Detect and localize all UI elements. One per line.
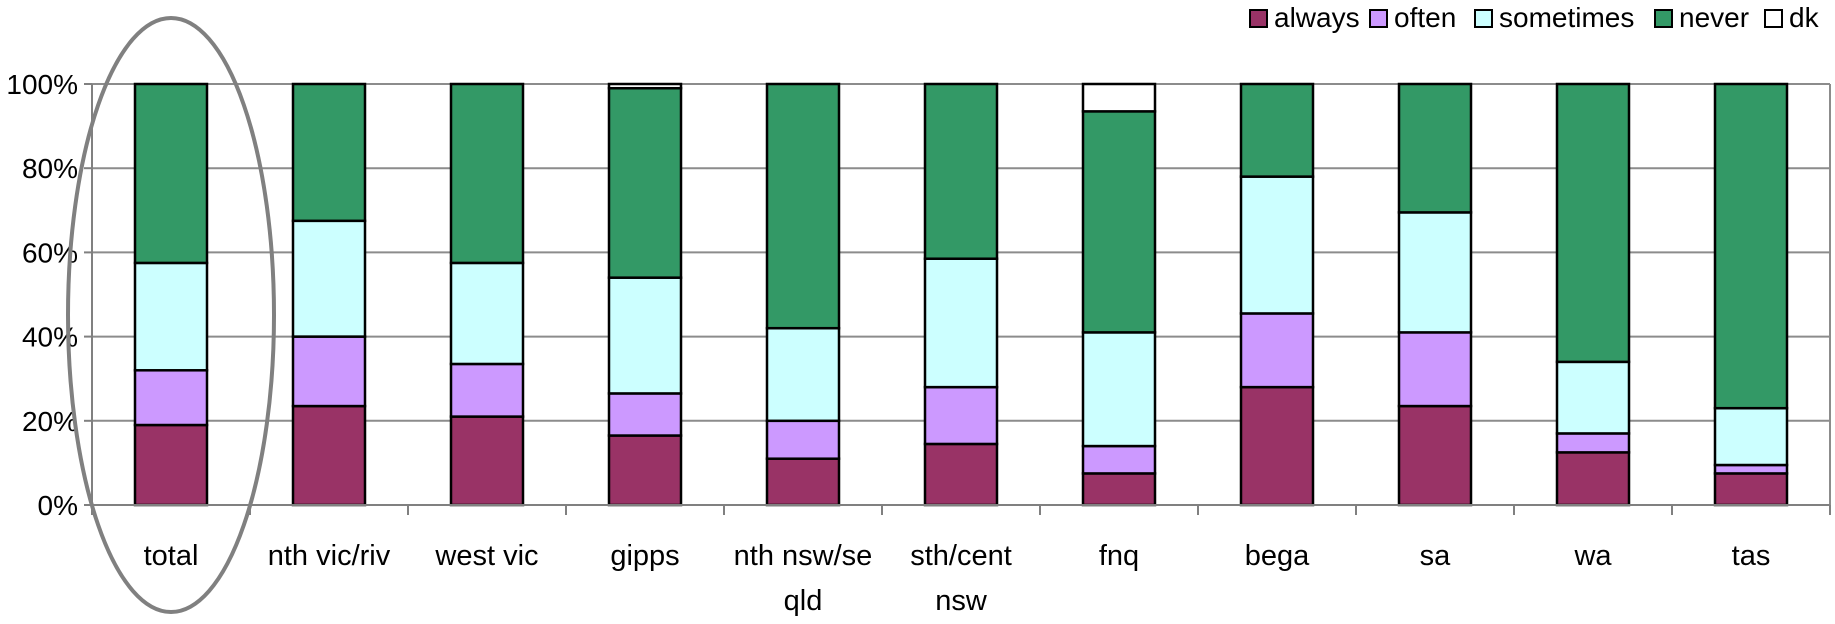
x-tick-label: nth vic/riv bbox=[268, 540, 391, 572]
bar-segment-often bbox=[449, 362, 525, 418]
bar-segment-always bbox=[607, 434, 683, 507]
bar-segment-sometimes bbox=[133, 261, 209, 372]
x-tick-label: tas bbox=[1732, 540, 1771, 572]
bar-segment-always bbox=[449, 415, 525, 507]
bar-segment-often bbox=[1713, 463, 1789, 475]
bar-segment-sometimes bbox=[449, 261, 525, 366]
bar-segment-sometimes bbox=[1397, 211, 1473, 334]
bar-segment-often bbox=[133, 369, 209, 427]
bar-segment-often bbox=[291, 335, 367, 408]
annotations bbox=[66, 16, 276, 614]
bar-segment-sometimes bbox=[607, 276, 683, 395]
bar-segment-never bbox=[607, 86, 683, 279]
x-tick-label: qld bbox=[784, 585, 823, 617]
bar-segment-often bbox=[923, 385, 999, 446]
x-tick-labels: total nth vic/riv west vic gipps nth nsw/se q… bbox=[144, 540, 1771, 617]
x-tick-label: sa bbox=[1420, 540, 1452, 572]
legend-swatch-never bbox=[1654, 9, 1673, 28]
legend-label-never: never bbox=[1679, 2, 1749, 33]
bar-segment-dk bbox=[607, 82, 683, 90]
bar-segment-sometimes bbox=[1239, 175, 1315, 315]
x-tick-label: gipps bbox=[610, 540, 679, 572]
bar-segment-often bbox=[765, 419, 841, 460]
bars bbox=[133, 82, 1789, 507]
bar-segment-always bbox=[1081, 472, 1157, 507]
bar-segment-always bbox=[923, 442, 999, 507]
highlight-ellipse bbox=[66, 16, 276, 614]
y-tick-label: 20% bbox=[22, 406, 78, 437]
bar-segment-always bbox=[1397, 404, 1473, 507]
bar-segment-often bbox=[1081, 444, 1157, 475]
legend-label-sometimes: sometimes bbox=[1499, 2, 1634, 33]
legend-swatch-dk bbox=[1764, 9, 1783, 28]
x-tick-label: sth/cent bbox=[910, 540, 1012, 572]
bar-segment-sometimes bbox=[923, 257, 999, 389]
bar-segment-sometimes bbox=[291, 219, 367, 338]
bar-segment-sometimes bbox=[1081, 331, 1157, 448]
bar-segment-often bbox=[1555, 432, 1631, 454]
x-tick-label: nth nsw/se bbox=[734, 540, 873, 572]
bar-segment-always bbox=[291, 404, 367, 507]
y-tick-label: 80% bbox=[22, 153, 78, 184]
bar-segment-never bbox=[1081, 110, 1157, 334]
legend-label-always: always bbox=[1274, 2, 1360, 33]
bar-segment-always bbox=[765, 457, 841, 507]
x-tick-label: bega bbox=[1245, 540, 1310, 572]
y-tick-label: 100% bbox=[6, 69, 78, 100]
bar-segment-always bbox=[1713, 472, 1789, 507]
legend-swatch-always bbox=[1249, 9, 1268, 28]
legend-swatch-sometimes bbox=[1474, 9, 1493, 28]
bar-segment-never bbox=[1555, 82, 1631, 364]
bar-segment-never bbox=[1713, 82, 1789, 410]
y-tick-label: 0% bbox=[38, 490, 78, 521]
x-tick-label: west vic bbox=[434, 540, 538, 572]
x-tick-label: nsw bbox=[935, 585, 988, 617]
legend-label-often: often bbox=[1394, 2, 1456, 33]
bar-segment-dk bbox=[1081, 82, 1157, 113]
bar-segment-never bbox=[765, 82, 841, 330]
x-tick-label: fnq bbox=[1099, 540, 1139, 572]
legend-swatch-often bbox=[1369, 9, 1388, 28]
bar-segment-never bbox=[291, 82, 367, 223]
bar-segment-often bbox=[607, 392, 683, 437]
bar-segment-never bbox=[449, 82, 525, 265]
bar-segment-never bbox=[923, 82, 999, 260]
bar-segment-sometimes bbox=[765, 326, 841, 423]
bar-segment-never bbox=[133, 82, 209, 265]
bar-segment-sometimes bbox=[1555, 360, 1631, 435]
bar-segment-often bbox=[1397, 331, 1473, 408]
legend-label-dk: dk bbox=[1789, 2, 1820, 33]
bar-segment-always bbox=[133, 423, 209, 507]
bar-segment-sometimes bbox=[1713, 406, 1789, 467]
x-tick-label: total bbox=[144, 540, 199, 572]
bar-segment-always bbox=[1555, 451, 1631, 507]
legend: always often sometimes never dk bbox=[1249, 2, 1820, 33]
bar-segment-never bbox=[1239, 82, 1315, 178]
x-tick-label: wa bbox=[1573, 540, 1612, 572]
bar-segment-always bbox=[1239, 385, 1315, 507]
bar-segment-never bbox=[1397, 82, 1473, 214]
bar-segment-often bbox=[1239, 312, 1315, 389]
